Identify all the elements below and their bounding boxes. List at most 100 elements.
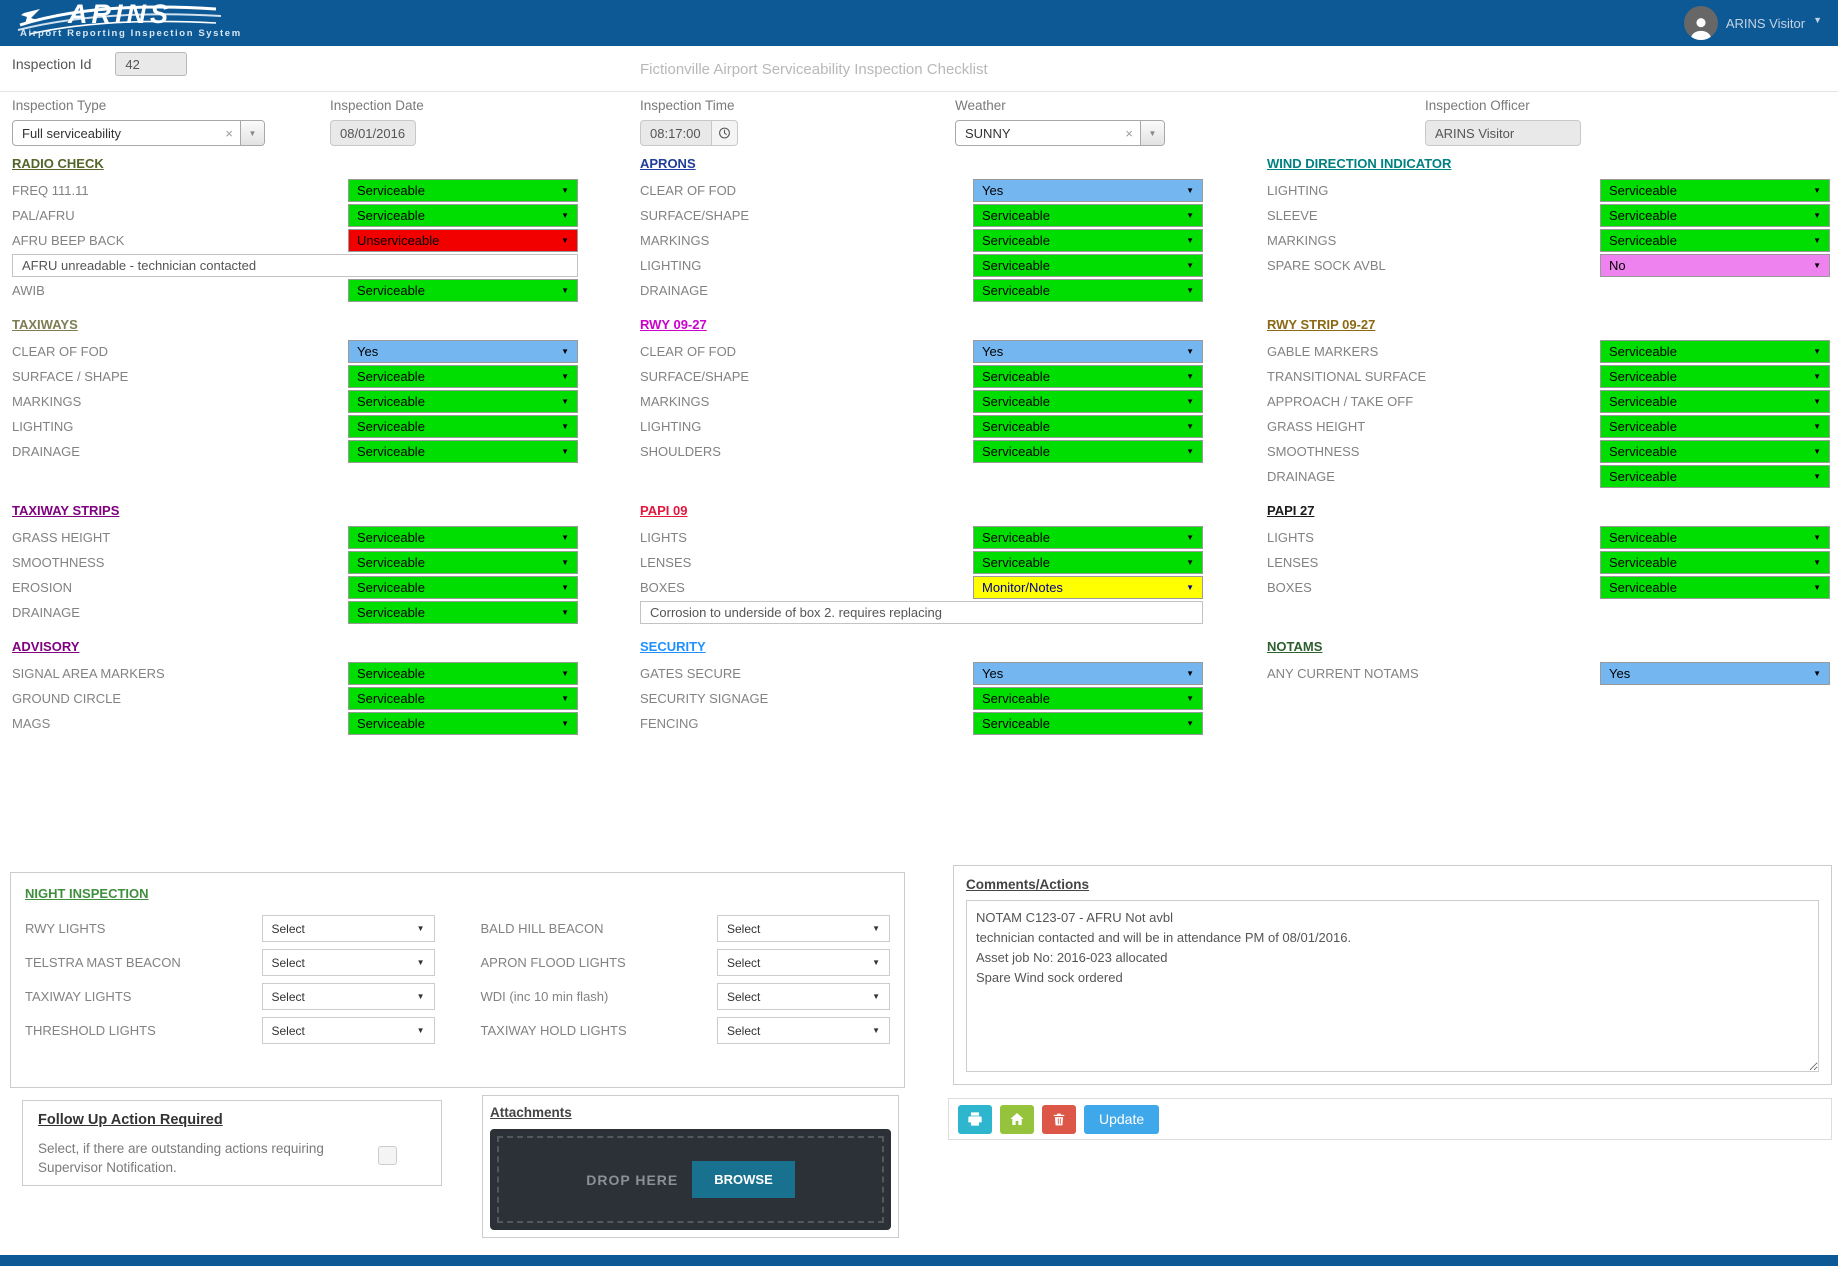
status-select[interactable]: Serviceable ▼ bbox=[348, 551, 578, 574]
status-select[interactable]: Yes ▼ bbox=[973, 662, 1203, 685]
status-value: Yes bbox=[982, 183, 1004, 198]
status-select[interactable]: Serviceable ▼ bbox=[1600, 576, 1830, 599]
status-select[interactable]: Yes ▼ bbox=[973, 179, 1203, 202]
status-select[interactable]: Serviceable ▼ bbox=[348, 712, 578, 735]
night-row: THRESHOLD LIGHTS Select ▼ bbox=[25, 1017, 435, 1044]
night-select[interactable]: Select ▼ bbox=[717, 983, 890, 1010]
combo-select[interactable]: Full serviceability × ▼ bbox=[12, 120, 265, 146]
status-select[interactable]: Serviceable ▼ bbox=[1600, 465, 1830, 488]
status-select[interactable]: Yes ▼ bbox=[973, 340, 1203, 363]
night-select[interactable]: Select ▼ bbox=[261, 983, 435, 1010]
logo-subtitle: Airport Reporting Inspection System bbox=[20, 28, 242, 39]
status-select[interactable]: Serviceable ▼ bbox=[973, 415, 1203, 438]
home-button[interactable] bbox=[1000, 1104, 1034, 1134]
print-button[interactable] bbox=[958, 1104, 992, 1134]
status-select[interactable]: Serviceable ▼ bbox=[973, 390, 1203, 413]
combo-select[interactable]: SUNNY × ▼ bbox=[955, 120, 1165, 146]
status-select[interactable]: Serviceable ▼ bbox=[973, 204, 1203, 227]
clear-x-icon[interactable]: × bbox=[1125, 125, 1133, 141]
status-select[interactable]: Serviceable ▼ bbox=[973, 687, 1203, 710]
status-select[interactable]: Serviceable ▼ bbox=[973, 526, 1203, 549]
status-select[interactable]: Serviceable ▼ bbox=[348, 601, 578, 624]
night-select[interactable]: Select ▼ bbox=[261, 915, 435, 942]
status-select[interactable]: Serviceable ▼ bbox=[973, 551, 1203, 574]
note-input[interactable]: Corrosion to underside of box 2. require… bbox=[640, 601, 1203, 624]
user-name: ARINS Visitor bbox=[1725, 15, 1806, 31]
night-select-value: Select bbox=[727, 989, 761, 1004]
status-select[interactable]: Unserviceable ▼ bbox=[348, 229, 578, 252]
status-select[interactable]: No ▼ bbox=[1600, 254, 1830, 277]
chevron-down-icon[interactable]: ▼ bbox=[1140, 121, 1164, 145]
status-select[interactable]: Serviceable ▼ bbox=[348, 365, 578, 388]
night-select[interactable]: Select ▼ bbox=[717, 949, 890, 976]
section-radio-check: RADIO CHECK FREQ 111.11 Serviceable ▼ PAL/AF… bbox=[12, 155, 578, 304]
status-value: Serviceable bbox=[982, 444, 1050, 459]
status-select[interactable]: Yes ▼ bbox=[348, 340, 578, 363]
section-taxiways: TAXIWAYS CLEAR OF FOD Yes ▼ SURFACE / SHAPE S… bbox=[12, 316, 578, 490]
status-select[interactable]: Monitor/Notes ▼ bbox=[973, 576, 1203, 599]
status-select[interactable]: Serviceable ▼ bbox=[1600, 440, 1830, 463]
status-select[interactable]: Serviceable ▼ bbox=[1600, 365, 1830, 388]
status-select[interactable]: Serviceable ▼ bbox=[348, 687, 578, 710]
status-select[interactable]: Serviceable ▼ bbox=[973, 712, 1203, 735]
status-select[interactable]: Serviceable ▼ bbox=[348, 390, 578, 413]
status-select[interactable]: Serviceable ▼ bbox=[1600, 415, 1830, 438]
status-select[interactable]: Serviceable ▼ bbox=[973, 279, 1203, 302]
comments-textarea[interactable]: NOTAM C123-07 - AFRU Not avbl technician… bbox=[966, 900, 1819, 1072]
user-menu[interactable]: ARINS Visitor ▼ bbox=[1683, 6, 1822, 40]
status-select[interactable]: Serviceable ▼ bbox=[1600, 340, 1830, 363]
delete-button[interactable] bbox=[1042, 1104, 1076, 1134]
status-select[interactable]: Serviceable ▼ bbox=[348, 415, 578, 438]
clock-icon[interactable] bbox=[712, 120, 738, 146]
status-select[interactable]: Serviceable ▼ bbox=[348, 279, 578, 302]
status-value: Yes bbox=[982, 666, 1004, 681]
status-select[interactable]: Serviceable ▼ bbox=[1600, 526, 1830, 549]
checklist-item-label: GRASS HEIGHT bbox=[1267, 419, 1366, 434]
checklist-column-2: WIND DIRECTION INDICATOR LIGHTING Servicea… bbox=[1267, 155, 1830, 749]
status-select[interactable]: Serviceable ▼ bbox=[348, 440, 578, 463]
night-select[interactable]: Select ▼ bbox=[717, 1017, 890, 1044]
status-select[interactable]: Serviceable ▼ bbox=[348, 662, 578, 685]
clear-x-icon[interactable]: × bbox=[225, 125, 233, 141]
checklist-item-label: SMOOTHNESS bbox=[12, 555, 105, 570]
status-value: Serviceable bbox=[357, 283, 425, 298]
time-field: 08:17:00 bbox=[640, 120, 712, 146]
night-item-label: TELSTRA MAST BEACON bbox=[25, 955, 181, 970]
status-select[interactable]: Serviceable ▼ bbox=[973, 365, 1203, 388]
status-select[interactable]: Serviceable ▼ bbox=[348, 179, 578, 202]
checklist-item-label: SURFACE/SHAPE bbox=[640, 369, 750, 384]
chevron-down-icon: ▼ bbox=[872, 1026, 880, 1035]
night-select[interactable]: Select ▼ bbox=[261, 1017, 435, 1044]
checklist-row: AWIB Serviceable ▼ bbox=[12, 279, 578, 302]
section-rows: GATES SECURE Yes ▼ SECURITY SIGNAGE Servicea… bbox=[640, 662, 1203, 735]
status-select[interactable]: Serviceable ▼ bbox=[1600, 179, 1830, 202]
update-button[interactable]: Update bbox=[1084, 1104, 1160, 1134]
status-select[interactable]: Serviceable ▼ bbox=[1600, 551, 1830, 574]
night-row: TAXIWAY LIGHTS Select ▼ bbox=[25, 983, 435, 1010]
night-select[interactable]: Select ▼ bbox=[717, 915, 890, 942]
chevron-down-icon[interactable]: ▼ bbox=[240, 121, 264, 145]
status-select[interactable]: Serviceable ▼ bbox=[348, 204, 578, 227]
browse-button[interactable]: BROWSE bbox=[692, 1161, 795, 1198]
status-select[interactable]: Serviceable ▼ bbox=[1600, 390, 1830, 413]
status-select[interactable]: Serviceable ▼ bbox=[1600, 229, 1830, 252]
note-input[interactable]: AFRU unreadable - technician contacted bbox=[12, 254, 578, 277]
status-select[interactable]: Serviceable ▼ bbox=[1600, 204, 1830, 227]
status-select[interactable]: Serviceable ▼ bbox=[973, 440, 1203, 463]
meta-field-4: Inspection Officer ARINS Visitor bbox=[1425, 98, 1581, 146]
checklist-item-label: FREQ 111.11 bbox=[12, 183, 89, 198]
status-value: Serviceable bbox=[357, 716, 425, 731]
status-select[interactable]: Serviceable ▼ bbox=[973, 254, 1203, 277]
actions-toolbar: Update bbox=[948, 1098, 1832, 1140]
status-select[interactable]: Serviceable ▼ bbox=[348, 526, 578, 549]
checklist-row: SURFACE/SHAPE Serviceable ▼ bbox=[640, 365, 1203, 388]
status-select[interactable]: Yes ▼ bbox=[1600, 662, 1830, 685]
status-select[interactable]: Serviceable ▼ bbox=[973, 229, 1203, 252]
chevron-down-icon: ▼ bbox=[1813, 211, 1821, 220]
checklist-item-label: MARKINGS bbox=[1267, 233, 1337, 248]
status-select[interactable]: Serviceable ▼ bbox=[348, 576, 578, 599]
file-dropzone[interactable]: DROP HERE BROWSE bbox=[490, 1129, 891, 1230]
chevron-down-icon: ▼ bbox=[1813, 186, 1821, 195]
follow-up-checkbox[interactable] bbox=[378, 1146, 397, 1165]
night-select[interactable]: Select ▼ bbox=[261, 949, 435, 976]
